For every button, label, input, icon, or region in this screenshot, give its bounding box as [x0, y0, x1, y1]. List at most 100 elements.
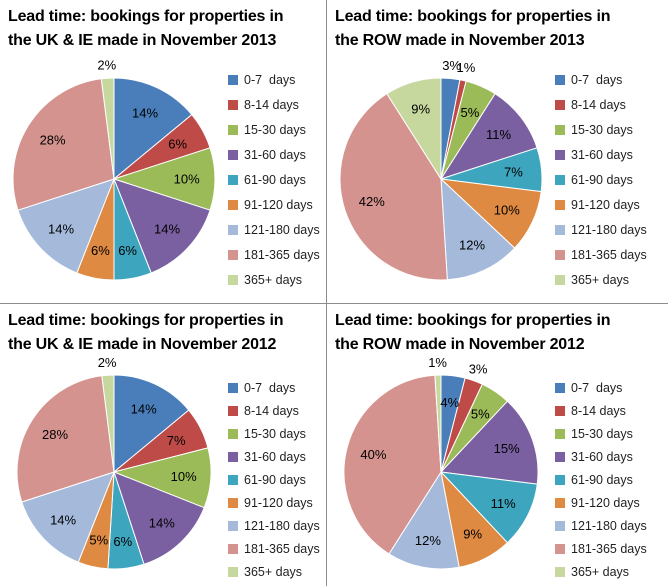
pie-chart-row-2012: 4% 3% 5% 15% 11% 9% 12% 40% 1% — [343, 355, 539, 570]
legend-swatch — [555, 566, 565, 577]
legend-label: 8-14 days — [571, 403, 626, 418]
legend-item-91-120-days: 91-120 days — [555, 198, 647, 212]
pie-label-91-120-days: 9% — [463, 527, 482, 542]
pie-label-0-7-days: 4% — [440, 395, 459, 410]
legend-item-365+-days: 365+ days — [555, 272, 647, 287]
legend-item-181-365-days: 181-365 days — [555, 541, 647, 556]
pie-slice-121-180-days — [440, 178, 516, 281]
pie-slice-365+-days — [100, 77, 115, 180]
legend-swatch — [228, 405, 238, 416]
legend-label: 91-120 days — [571, 495, 640, 510]
chart-title-row-2012: Lead time: bookings for properties in th… — [327, 304, 668, 357]
pie-slice-121-180-days — [388, 471, 460, 570]
legend-swatch — [228, 249, 238, 260]
chart-title-row-2013: Lead time: bookings for properties in th… — [327, 0, 668, 53]
chart-panel-row-2013: Lead time: bookings for properties in th… — [327, 0, 668, 304]
chart-panel-row-2012: Lead time: bookings for properties in th… — [327, 304, 668, 586]
legend-item-181-365-days: 181-365 days — [228, 248, 320, 262]
legend-label: 181-365 days — [571, 541, 647, 556]
chart-title-line: the UK & IE made in November 2013 — [8, 32, 277, 49]
pie-label-8-14-days: 1% — [457, 60, 476, 75]
legend-label: 0-7 days — [244, 72, 296, 87]
legend-swatch — [555, 124, 565, 135]
legend-swatch — [228, 149, 238, 160]
legend-swatch — [228, 451, 238, 462]
chart-title-uk-ie-2013: Lead time: bookings for properties in th… — [0, 0, 326, 53]
legend-swatch — [555, 497, 565, 508]
pie-label-121-180-days: 14% — [50, 512, 76, 527]
pie-slice-181-365-days — [16, 375, 115, 503]
pie-slice-31-60-days — [440, 93, 538, 180]
legend-label: 8-14 days — [244, 97, 299, 112]
legend-item-8-14-days: 8-14 days — [555, 97, 647, 112]
legend-label: 8-14 days — [571, 97, 626, 112]
legend-row-2012: 0-7 days 8-14 days 15-30 days 31-60 days 61-… — [555, 380, 647, 579]
chart-panel-uk-ie-2013: Lead time: bookings for properties in th… — [0, 0, 327, 304]
legend-swatch — [228, 382, 238, 393]
legend-swatch — [555, 382, 565, 393]
legend-label: 365+ days — [571, 272, 630, 287]
legend-item-61-90-days: 61-90 days — [228, 473, 320, 487]
legend-swatch — [228, 124, 238, 135]
legend-label: 0-7 days — [571, 380, 623, 395]
pie-label-8-14-days: 7% — [167, 433, 186, 448]
chart-title-line: Lead time: bookings for properties in — [335, 8, 611, 25]
pie-label-365+-days: 1% — [428, 355, 447, 370]
pie-label-15-30-days: 10% — [171, 469, 197, 484]
legend-label: 15-30 days — [244, 426, 306, 441]
legend-swatch — [555, 428, 565, 439]
pie-label-31-60-days: 15% — [494, 441, 520, 456]
pie-label-91-120-days: 5% — [89, 533, 108, 548]
pie-slice-181-365-days — [339, 93, 448, 281]
legend-item-91-120-days: 91-120 days — [228, 495, 320, 510]
legend-swatch — [555, 249, 565, 260]
legend-item-15-30-days: 15-30 days — [228, 426, 320, 441]
pie-chart-uk-ie-2013: 14% 6% 10% 14% 6% 6% 14% 28% 2% — [12, 58, 216, 281]
legend-label: 121-180 days — [244, 222, 320, 237]
legend-item-61-90-days: 61-90 days — [228, 172, 320, 187]
legend-item-181-365-days: 181-365 days — [555, 247, 647, 262]
chart-title-line: Lead time: bookings for properties in — [8, 312, 284, 329]
legend-swatch — [228, 497, 238, 508]
chart-title-uk-ie-2012: Lead time: bookings for properties in th… — [0, 304, 326, 357]
legend-uk-ie-2012: 0-7 days 8-14 days 15-30 days 31-60 days 61-… — [228, 381, 320, 579]
legend-label: 365+ days — [244, 564, 303, 579]
legend-item-121-180-days: 121-180 days — [555, 223, 647, 237]
legend-label: 181-365 days — [244, 541, 320, 556]
chart-body: 4% 3% 5% 15% 11% 9% 12% 40% 1% 0-7 days 8-14 days… — [327, 355, 668, 579]
pie-slice-365+-days — [386, 77, 442, 180]
legend-item-31-60-days: 31-60 days — [555, 450, 647, 464]
legend-item-8-14-days: 8-14 days — [228, 97, 320, 112]
pie-label-121-180-days: 14% — [48, 221, 74, 236]
pie-label-8-14-days: 6% — [168, 137, 187, 152]
chart-title-line: Lead time: bookings for properties in — [335, 312, 611, 329]
legend-swatch — [555, 543, 565, 554]
pie-slice-31-60-days — [113, 178, 211, 274]
legend-label: 15-30 days — [244, 122, 306, 137]
chart-body: 14% 7% 10% 14% 6% 5% 14% 28% 2% 0-7 days 8-14 day… — [0, 355, 326, 579]
pie-label-181-365-days: 28% — [42, 427, 68, 442]
legend-label: 0-7 days — [571, 72, 623, 87]
pie-slice-365+-days — [101, 374, 115, 473]
legend-item-0-7-days: 0-7 days — [228, 72, 320, 87]
legend-label: 91-120 days — [244, 197, 313, 212]
legend-uk-ie-2013: 0-7 days 8-14 days 15-30 days 31-60 days 61-… — [228, 72, 320, 287]
legend-swatch — [555, 520, 565, 531]
legend-swatch — [228, 74, 238, 85]
pie-label-0-7-days: 3% — [442, 58, 461, 73]
legend-item-31-60-days: 31-60 days — [555, 148, 647, 162]
pie-label-91-120-days: 10% — [494, 203, 520, 218]
legend-label: 91-120 days — [244, 495, 313, 510]
pie-slice-31-60-days — [440, 400, 539, 485]
legend-label: 181-365 days — [571, 247, 647, 262]
pie-label-61-90-days: 6% — [113, 534, 132, 549]
legend-swatch — [555, 174, 565, 185]
legend-swatch — [555, 199, 565, 210]
legend-label: 61-90 days — [571, 472, 633, 487]
chart-title-line: Lead time: bookings for properties in — [8, 8, 284, 25]
legend-label: 61-90 days — [244, 172, 306, 187]
legend-label: 31-60 days — [244, 449, 306, 464]
legend-item-8-14-days: 8-14 days — [228, 404, 320, 418]
